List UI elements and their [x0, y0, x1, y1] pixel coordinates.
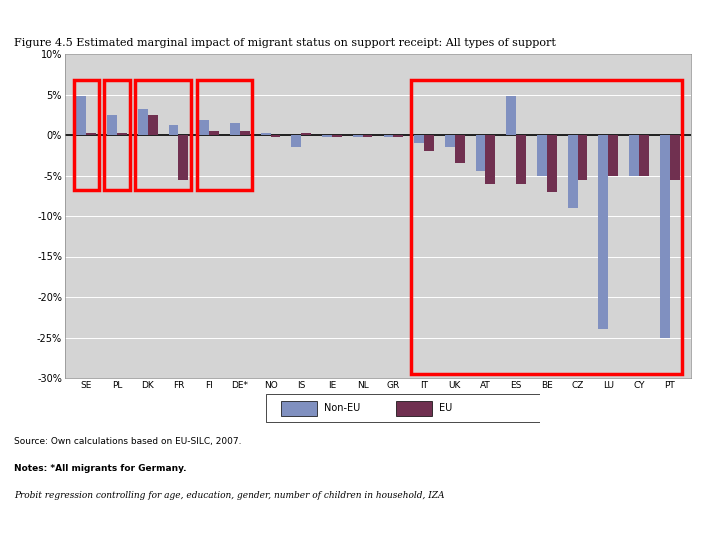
Bar — [266, 394, 547, 422]
Bar — [424, 135, 434, 151]
Bar — [353, 135, 363, 138]
Bar — [629, 135, 639, 176]
Bar — [261, 133, 271, 135]
Bar — [135, 80, 191, 190]
Bar — [76, 96, 86, 135]
Bar — [230, 123, 240, 135]
Bar — [107, 115, 117, 135]
Bar — [396, 401, 432, 416]
Bar — [411, 80, 683, 374]
Bar — [168, 125, 179, 135]
Bar — [292, 135, 301, 147]
Bar — [598, 135, 608, 329]
Bar — [209, 131, 219, 135]
Bar — [104, 80, 130, 190]
Text: Source: Own calculations based on EU-SILC, 2007.: Source: Own calculations based on EU-SIL… — [14, 437, 242, 447]
Bar — [414, 135, 424, 143]
Bar — [516, 135, 526, 184]
Text: Notes: *All migrants for Germany.: Notes: *All migrants for Germany. — [14, 464, 187, 474]
Bar — [197, 80, 253, 190]
Bar — [506, 96, 516, 135]
Bar — [271, 135, 280, 137]
Bar — [240, 131, 250, 135]
Bar — [73, 80, 99, 190]
Bar — [281, 401, 317, 416]
Bar — [199, 120, 209, 135]
Bar — [670, 135, 680, 180]
Bar — [301, 133, 311, 135]
Bar — [179, 135, 188, 180]
Bar — [117, 133, 127, 135]
Bar — [455, 135, 464, 164]
Bar — [138, 109, 148, 135]
Bar — [148, 115, 158, 135]
Bar — [660, 135, 670, 338]
Text: Figure 4.5 Estimated marginal impact of migrant status on support receipt: All t: Figure 4.5 Estimated marginal impact of … — [14, 38, 557, 48]
Bar — [476, 135, 485, 172]
Text: Probit regression controlling for age, education, gender, number of children in : Probit regression controlling for age, e… — [14, 491, 445, 501]
Bar — [537, 135, 547, 176]
Bar — [363, 135, 372, 137]
Bar — [322, 135, 332, 138]
Bar — [485, 135, 495, 184]
Bar — [445, 135, 455, 147]
Bar — [568, 135, 577, 208]
Bar — [384, 135, 393, 138]
Bar — [608, 135, 618, 176]
Bar — [577, 135, 588, 180]
Bar — [86, 133, 96, 135]
Bar — [332, 135, 342, 137]
Text: Non-EU: Non-EU — [324, 403, 360, 413]
Bar — [639, 135, 649, 176]
Text: EU: EU — [439, 403, 452, 413]
Bar — [393, 135, 403, 137]
Bar — [547, 135, 557, 192]
